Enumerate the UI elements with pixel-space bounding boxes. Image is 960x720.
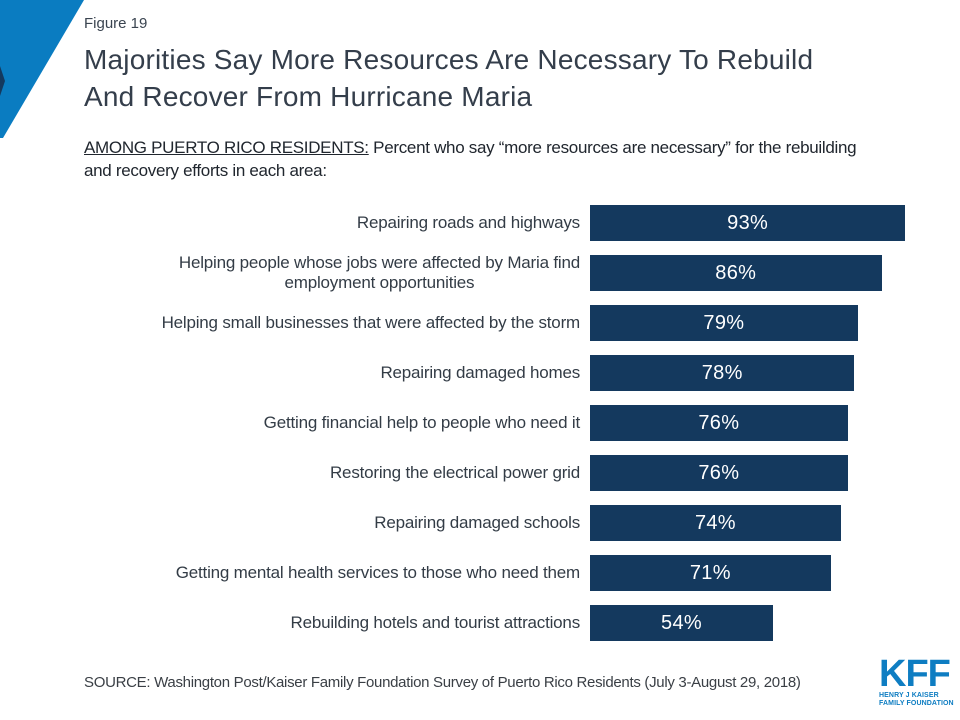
page-title: Majorities Say More Resources Are Necess…: [84, 41, 944, 115]
category-label-text: Repairing roads and highways: [356, 213, 580, 233]
bar: 76%: [590, 405, 848, 441]
bar-value-label: 93%: [727, 211, 769, 234]
chart-row: Getting mental health services to those …: [84, 548, 934, 598]
chart-row: Getting financial help to people who nee…: [84, 398, 934, 448]
corner-triangle-blue: [0, 0, 84, 138]
bar-track: 71%: [590, 555, 929, 591]
chart-row: Repairing damaged homes 78%: [84, 348, 934, 398]
corner-decoration: [0, 0, 84, 138]
chart-row: Repairing roads and highways 93%: [84, 198, 934, 248]
category-label: Rebuilding hotels and tourist attraction…: [84, 613, 581, 634]
corner-triangle-navy: [0, 66, 5, 96]
kff-logo-tagline: HENRY J KAISER FAMILY FOUNDATION: [879, 692, 954, 708]
bar-track: 54%: [590, 605, 929, 641]
bar-value-label: 86%: [715, 261, 757, 284]
category-label-text: Getting financial help to people who nee…: [263, 413, 581, 433]
bar: 54%: [590, 605, 774, 641]
bar-track: 79%: [590, 305, 929, 341]
bar: 86%: [590, 255, 882, 291]
bar-track: 93%: [590, 205, 929, 241]
category-label-text: Repairing damaged homes: [380, 363, 580, 383]
bar-value-label: 54%: [661, 611, 702, 634]
title-line-1: Majorities Say More Resources Are Necess…: [84, 44, 814, 75]
category-label: Getting mental health services to those …: [84, 563, 580, 584]
category-label: Helping small businesses that were affec…: [84, 313, 581, 334]
bar-value-label: 78%: [701, 361, 743, 384]
bar-track: 76%: [590, 405, 929, 441]
subtitle-emphasis: AMONG PUERTO RICO RESIDENTS:: [84, 138, 369, 157]
chart-row: Restoring the electrical power grid 76%: [84, 448, 934, 498]
bar: 78%: [590, 355, 855, 391]
bar-value-label: 76%: [698, 411, 740, 434]
category-label-text: Getting mental health services to those …: [175, 563, 580, 583]
kff-tagline-line-2: FAMILY FOUNDATION: [879, 700, 954, 707]
bar-value-label: 76%: [698, 461, 740, 484]
chart-row: Helping people whose jobs were affected …: [84, 248, 934, 298]
category-label-text: Helping small businesses that were affec…: [161, 313, 581, 333]
category-label-text: Repairing damaged schools: [374, 513, 580, 533]
bar-track: 74%: [590, 505, 929, 541]
subtitle: AMONG PUERTO RICO RESIDENTS: Percent who…: [84, 136, 866, 182]
bar: 74%: [590, 505, 841, 541]
category-label: Helping people whose jobs were affected …: [84, 253, 580, 293]
category-label: Repairing roads and highways: [84, 213, 580, 234]
category-label: Restoring the electrical power grid: [84, 463, 580, 484]
bar-value-label: 71%: [689, 561, 731, 584]
bar-chart: Repairing roads and highways 93% Helping p…: [84, 198, 934, 648]
category-label-text: Rebuilding hotels and tourist attraction…: [290, 613, 581, 633]
category-label-text: Restoring the electrical power grid: [329, 463, 580, 483]
chart-row: Rebuilding hotels and tourist attraction…: [84, 598, 934, 648]
bar: 79%: [590, 305, 858, 341]
bar-track: 78%: [590, 355, 929, 391]
kff-logo-text: KFF: [879, 653, 951, 695]
chart-row: Helping small businesses that were affec…: [84, 298, 934, 348]
category-label: Repairing damaged schools: [84, 513, 580, 534]
category-label: Repairing damaged homes: [84, 363, 580, 384]
figure-label: Figure 19: [84, 15, 148, 32]
bar: 93%: [590, 205, 906, 241]
subtitle-rest: Percent who say “more resources are nece…: [84, 138, 857, 180]
kff-tagline-line-1: HENRY J KAISER: [879, 692, 939, 699]
bar-value-label: 74%: [694, 511, 736, 534]
source-note: SOURCE: Washington Post/Kaiser Family Fo…: [84, 674, 801, 691]
chart-row: Repairing damaged schools 74%: [84, 498, 934, 548]
bar-value-label: 79%: [703, 311, 745, 334]
bar-track: 86%: [590, 255, 929, 291]
bar: 71%: [590, 555, 831, 591]
title-line-2: And Recover From Hurricane Maria: [84, 81, 533, 112]
bar-track: 76%: [590, 455, 929, 491]
category-label: Getting financial help to people who nee…: [84, 413, 581, 434]
kff-logo: KFF HENRY J KAISER FAMILY FOUNDATION: [879, 653, 954, 708]
category-label-text: Helping people whose jobs were affected …: [178, 253, 580, 292]
bar: 76%: [590, 455, 848, 491]
